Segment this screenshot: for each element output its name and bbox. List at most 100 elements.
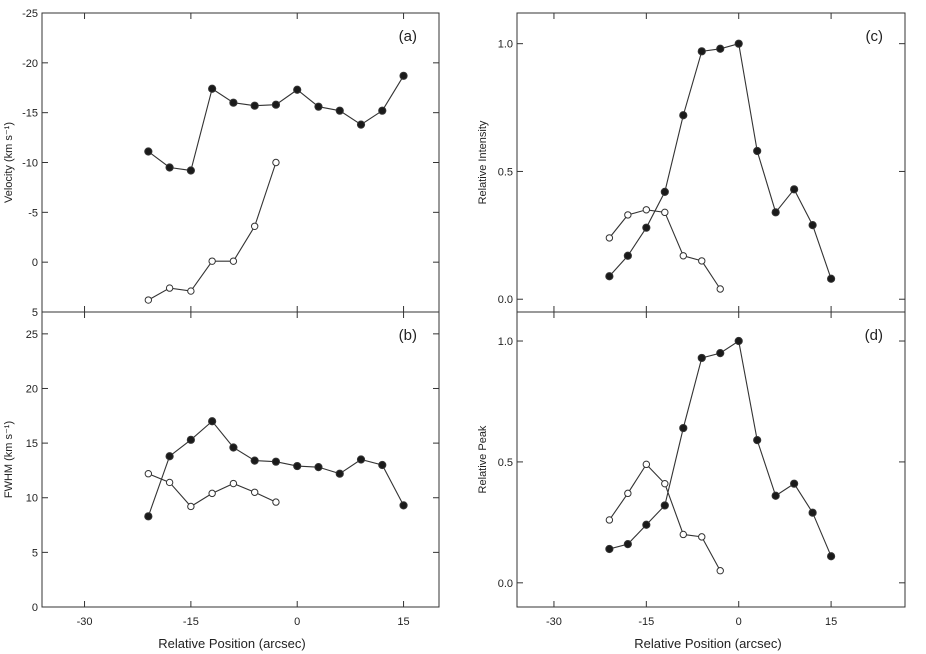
y-tick-label: -10: [22, 158, 38, 170]
data-point-open: [716, 285, 724, 293]
panel-c: 0.0 0.5 1.0 Relative Intensity (c): [477, 12, 906, 313]
data-point-open: [605, 516, 614, 524]
y-tick-label: 5: [32, 307, 38, 319]
data-point-open: [605, 234, 614, 242]
data-point-filled: [642, 520, 651, 529]
y-tick-label: 0.0: [498, 294, 513, 306]
x-axis-label-right: Relative Position (arcsec): [634, 636, 781, 651]
data-point-open: [208, 489, 216, 498]
data-point-filled: [208, 417, 217, 426]
data-point-filled: [250, 456, 259, 465]
data-point-filled: [399, 501, 408, 510]
data-point-open: [144, 296, 153, 304]
data-point-filled: [356, 455, 366, 464]
data-point-filled: [660, 187, 669, 196]
data-point-filled: [165, 163, 174, 172]
y-tick-label: 20: [26, 383, 38, 395]
series-line-filled: [148, 75, 405, 172]
x-tick-label: -15: [183, 616, 199, 628]
data-point-filled: [335, 106, 344, 115]
data-point-filled: [826, 552, 836, 561]
x-axis-label-left: Relative Position (arcsec): [158, 636, 305, 651]
x-tick-label: 0: [294, 616, 300, 628]
data-point-filled: [229, 98, 238, 107]
data-point-open: [250, 222, 259, 230]
data-point-filled: [716, 44, 725, 53]
panel-c-y-axis-label: Relative Intensity: [477, 120, 489, 204]
data-point-open: [679, 252, 687, 260]
data-point-filled: [642, 223, 651, 232]
y-tick-label: 5: [32, 547, 38, 559]
data-point-filled: [790, 479, 799, 488]
x-tick-label: -30: [546, 616, 562, 628]
data-point-filled: [271, 457, 281, 466]
x-tick-label: 15: [397, 616, 409, 628]
x-tick-label: 0: [736, 616, 742, 628]
data-point-filled: [623, 540, 632, 549]
data-point-filled: [314, 463, 323, 472]
data-point-open: [716, 567, 724, 575]
data-point-open: [624, 489, 632, 498]
panel-b-label: (b): [399, 327, 417, 344]
data-point-open: [229, 479, 238, 488]
data-point-filled: [753, 146, 762, 156]
data-point-filled: [771, 491, 780, 500]
data-point-open: [208, 257, 216, 265]
y-tick-label: -20: [22, 58, 38, 70]
data-point-filled: [186, 435, 195, 444]
data-point-filled: [378, 106, 387, 115]
y-tick-label: -15: [22, 108, 38, 120]
panel-d-y-axis-label: Relative Peak: [477, 425, 489, 493]
y-tick-label: 0.5: [498, 457, 513, 469]
panel-b: 0 5 10 15 20 25 -30 -15 0 15 FWHM (km s⁻¹) (b): [3, 311, 440, 628]
data-point-open: [229, 257, 238, 265]
data-point-filled: [144, 147, 153, 156]
y-tick-label: 0: [32, 257, 38, 269]
y-tick-label: 0: [32, 602, 38, 614]
data-point-filled: [250, 101, 259, 110]
y-tick-label: 0.5: [498, 166, 513, 178]
data-point-filled: [808, 508, 817, 517]
data-point-open: [698, 533, 706, 541]
data-point-open: [272, 158, 280, 167]
panel-a-label: (a): [399, 28, 417, 45]
data-point-open: [187, 502, 195, 511]
y-tick-label: 1.0: [498, 39, 513, 51]
data-point-open: [679, 530, 687, 539]
data-point-open: [165, 284, 174, 292]
data-point-filled: [293, 461, 302, 471]
data-point-filled: [229, 443, 238, 452]
panel-b-y-axis-label: FWHM (km s⁻¹): [3, 421, 15, 498]
data-point-filled: [186, 166, 195, 175]
data-point-open: [624, 211, 632, 219]
panel-d-frame: [516, 311, 906, 608]
data-point-filled: [734, 336, 743, 346]
y-tick-label: 25: [26, 329, 38, 341]
data-point-filled: [399, 71, 408, 80]
data-point-filled: [208, 84, 217, 93]
data-point-filled: [144, 512, 153, 521]
data-point-filled: [697, 353, 706, 363]
data-point-open: [165, 478, 174, 487]
x-tick-label: -30: [77, 616, 93, 628]
y-tick-label: -5: [28, 207, 38, 219]
panel-d-label: (d): [865, 327, 883, 344]
series-line-filled: [608, 42, 832, 279]
data-point-filled: [808, 221, 817, 230]
y-tick-label: 10: [26, 493, 38, 505]
data-point-filled: [378, 460, 387, 470]
data-point-open: [661, 479, 669, 488]
data-point-filled: [314, 102, 323, 111]
data-point-filled: [790, 185, 799, 194]
data-point-filled: [697, 47, 706, 56]
x-tick-label: 15: [825, 616, 837, 628]
data-point-filled: [605, 272, 614, 281]
data-point-filled: [716, 349, 725, 358]
panel-d: 0.0 0.5 1.0 -30 -15 0 15 Relative Peak (d): [477, 311, 906, 628]
data-point-filled: [660, 501, 669, 510]
data-point-filled: [826, 274, 836, 283]
data-point-filled: [605, 544, 614, 554]
data-point-filled: [335, 469, 344, 478]
series-line-open: [148, 162, 277, 301]
